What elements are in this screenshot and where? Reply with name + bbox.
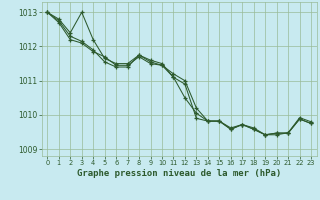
X-axis label: Graphe pression niveau de la mer (hPa): Graphe pression niveau de la mer (hPa) [77,169,281,178]
